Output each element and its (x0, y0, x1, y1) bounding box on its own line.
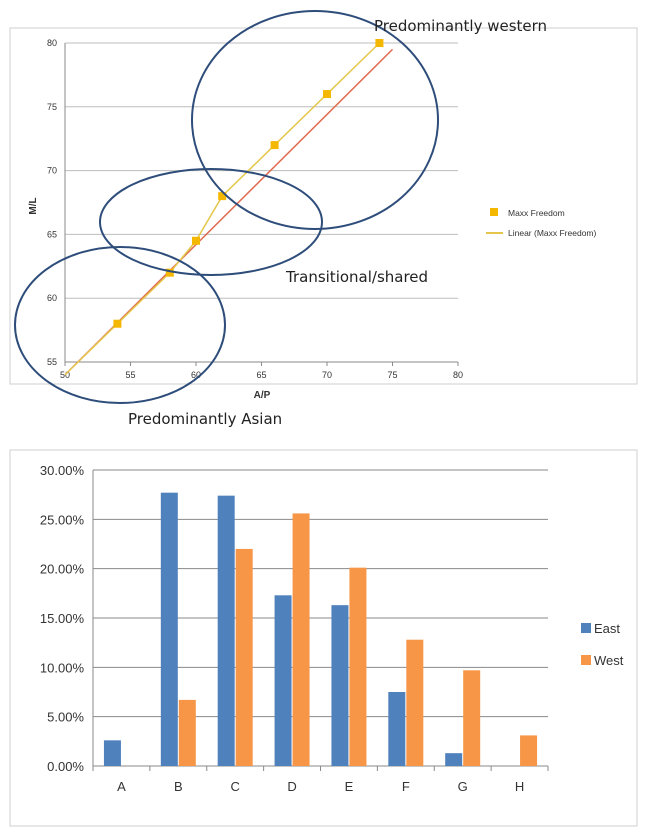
bar-west-F (406, 639, 424, 766)
y-tick-labels-2: 0.00% 5.00% 10.00% 15.00% 20.00% 25.00% 30.00% (40, 463, 85, 774)
x-tick-label-2: C (230, 779, 239, 794)
x-tick-label: 60 (191, 370, 201, 380)
bar-east-E (331, 605, 349, 766)
legend-label-west: West (594, 653, 624, 668)
x-axis-label: A/P (254, 390, 271, 401)
annotation-asian: Predominantly Asian (128, 410, 282, 428)
y-tick-label: 65 (47, 229, 57, 239)
data-point-maxx (270, 141, 279, 150)
y-tick-label-2: 5.00% (47, 710, 84, 725)
x-tick-label: 55 (125, 370, 135, 380)
x-tick-label: 65 (256, 370, 266, 380)
x-tick-label-2: G (458, 779, 468, 794)
data-point-maxx (323, 90, 331, 99)
bars (103, 492, 538, 766)
bar-west-E (349, 567, 367, 766)
bar-west-H (520, 735, 538, 766)
gridlines (65, 42, 458, 299)
x-tick-labels-2: A B C D E F G H (92, 766, 549, 794)
bar-east-D (274, 595, 292, 766)
data-point-maxx (165, 268, 174, 277)
annotation-transitional: Transitional/shared (285, 268, 428, 286)
chart-frame-2 (9, 449, 638, 827)
y-tick-label-2: 25.00% (40, 512, 85, 527)
y-tick-label: 60 (47, 293, 57, 303)
western-ellipse (191, 10, 439, 230)
trendline-linear (64, 323, 118, 376)
legend-swatch-east (581, 623, 591, 633)
bar-west-G (463, 670, 481, 766)
annotation-western: Predominantly western (374, 17, 547, 35)
y-tick-label-2: 15.00% (40, 611, 85, 626)
y-tick-label: 55 (47, 357, 57, 367)
x-tick-label: 80 (453, 370, 463, 380)
x-tick-label-2: E (345, 779, 354, 794)
y-tick-label-2: 10.00% (40, 660, 85, 675)
legend-swatch-west (581, 655, 591, 665)
x-tick-labels: 50 55 60 65 70 75 80 (60, 362, 463, 380)
x-tick-label-2: A (117, 779, 126, 794)
x-tick-label-2: B (174, 779, 183, 794)
x-tick-label-2: D (287, 779, 296, 794)
x-tick-label: 50 (60, 370, 70, 380)
data-point-maxx (218, 192, 227, 201)
bar-east-C (217, 495, 235, 766)
bar-east-B (160, 492, 178, 766)
legend-label-linear: Linear (Maxx Freedom) (508, 228, 597, 238)
y-tick-label: 80 (47, 38, 57, 48)
y-tick-label-2: 0.00% (47, 759, 84, 774)
legend-2: East West (581, 621, 624, 668)
legend: Maxx Freedom Linear (Maxx Freedom) (486, 208, 597, 238)
x-tick-label: 75 (387, 370, 397, 380)
bar-east-F (388, 692, 406, 766)
bar-chart: 0.00% 5.00% 10.00% 15.00% 20.00% 25.00% 30.00%… (9, 449, 638, 827)
y-tick-label-2: 20.00% (40, 562, 85, 577)
transitional-ellipse (99, 168, 323, 276)
series-points (113, 39, 384, 328)
bar-west-C (235, 548, 253, 766)
data-point-maxx (192, 236, 200, 245)
bar-east-G (445, 753, 463, 766)
y-tick-label-2: 30.00% (40, 463, 85, 478)
legend-swatch-maxx (490, 208, 498, 216)
x-tick-label-2: H (515, 779, 524, 794)
y-tick-label: 70 (47, 166, 57, 176)
bar-east-A (103, 740, 121, 766)
y-tick-labels: 55 60 65 70 75 80 (47, 38, 57, 367)
y-axis-label: M/L (28, 197, 39, 214)
bar-west-B (178, 699, 196, 766)
asian-ellipse (14, 246, 226, 404)
data-point-maxx (375, 39, 384, 47)
legend-label-east: East (594, 621, 620, 636)
x-tick-label: 70 (322, 370, 332, 380)
bar-west-D (292, 513, 310, 766)
legend-label-maxx: Maxx Freedom (508, 208, 565, 218)
x-tick-label-2: F (402, 779, 410, 794)
y-tick-label: 75 (47, 102, 57, 112)
data-point-maxx (113, 319, 122, 328)
